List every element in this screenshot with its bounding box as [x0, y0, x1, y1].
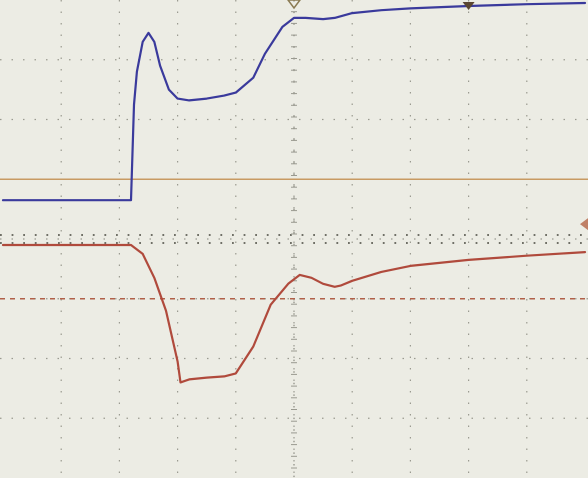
markers: [287, 0, 588, 231]
channel-level-marker: [580, 218, 588, 231]
trigger-delay-marker: [462, 2, 475, 10]
trace-2: [1, 243, 587, 384]
traces: [1, 1, 587, 384]
trace-1: [1, 1, 587, 202]
reference-lines: [0, 178, 588, 300]
trigger-position-marker: [287, 0, 301, 10]
